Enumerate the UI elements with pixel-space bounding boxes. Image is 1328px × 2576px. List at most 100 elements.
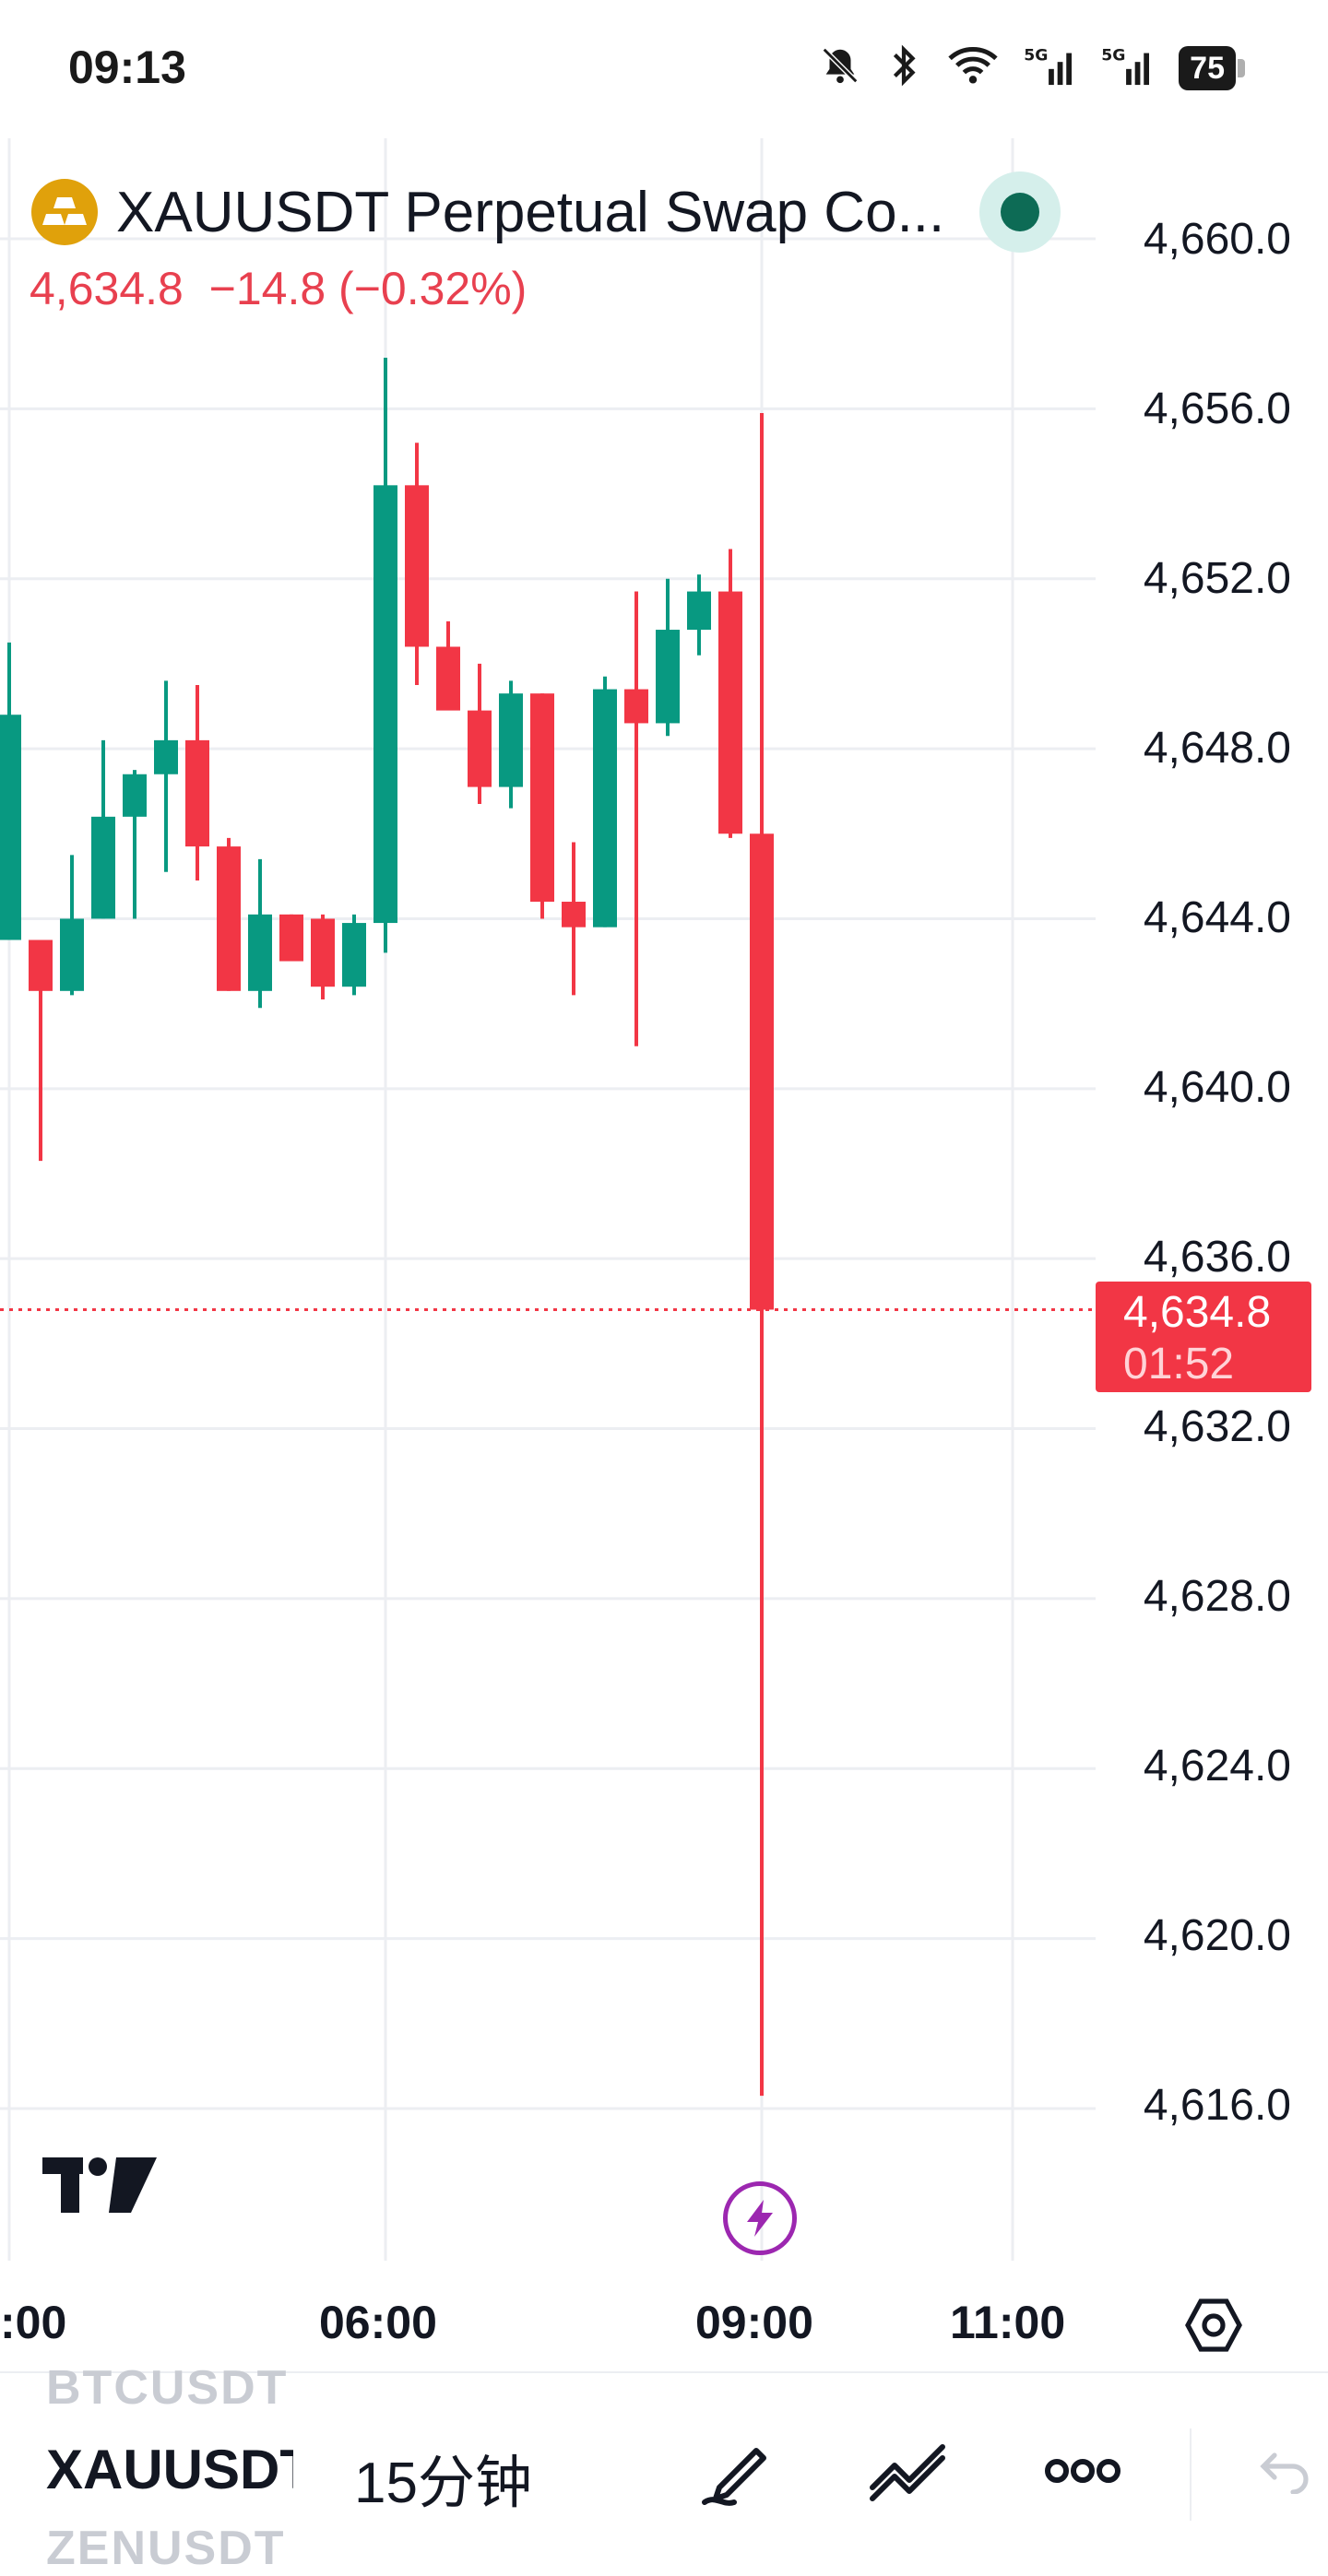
- candle: [624, 591, 648, 1046]
- bluetooth-icon: [885, 44, 922, 91]
- last-price: 4,634.8: [30, 263, 184, 314]
- candle-body: [123, 774, 147, 817]
- hexagon-gear-icon: [1185, 2298, 1242, 2352]
- price-change: −14.8: [208, 263, 326, 314]
- candle: [29, 939, 53, 1162]
- candle: [530, 693, 554, 919]
- symbol-title[interactable]: XAUUSDT Perpetual Swap Co...: [116, 180, 945, 244]
- price-axis-label: 4,652.0: [1143, 554, 1291, 603]
- candle-body: [624, 689, 648, 724]
- time-axis-label: 09:00: [695, 2297, 813, 2348]
- toolbar-separator: [1190, 2428, 1192, 2521]
- ghost-symbol-above[interactable]: BTCUSDT: [46, 2361, 289, 2415]
- candle-body: [217, 846, 241, 991]
- price-axis-label: 4,632.0: [1143, 1402, 1291, 1451]
- price-change-pct: (−0.32%): [338, 263, 528, 314]
- chart-area[interactable]: [0, 138, 1328, 2286]
- draw-button[interactable]: [692, 2427, 780, 2515]
- price-axis-label: 4,628.0: [1143, 1572, 1291, 1621]
- signal-5g-icon: 5G: [1101, 44, 1155, 91]
- candle: [687, 574, 711, 656]
- lightning-icon: [747, 2200, 773, 2237]
- candle: [311, 914, 335, 1000]
- interval-selector[interactable]: 15分钟: [354, 2452, 532, 2515]
- candle: [499, 680, 523, 809]
- candle-body: [374, 485, 397, 924]
- candle: [342, 914, 366, 996]
- chart-symbol-header[interactable]: XAUUSDT Perpetual Swap Co...: [31, 175, 944, 249]
- battery-icon: 75: [1179, 45, 1245, 90]
- candle: [279, 914, 303, 962]
- time-axis-label: :00: [0, 2297, 67, 2348]
- candle-body: [530, 693, 554, 903]
- time-axis-label: 06:00: [319, 2297, 437, 2348]
- candle-body: [750, 833, 774, 1310]
- candle: [123, 770, 147, 919]
- candle-body: [687, 591, 711, 631]
- price-axis-label: 4,648.0: [1143, 724, 1291, 773]
- price-axis-label: 4,644.0: [1143, 893, 1291, 942]
- candle: [91, 739, 115, 919]
- candle-countdown: 01:52: [1123, 1340, 1235, 1388]
- undo-icon: [1260, 2452, 1309, 2494]
- bottom-toolbar: BTCUSDT XAUUSDT ZENUSDT 15分钟: [0, 2361, 1328, 2575]
- candle-body: [0, 715, 21, 940]
- candle: [60, 855, 84, 996]
- candle-body: [499, 693, 523, 787]
- mute-bell-icon: [819, 44, 861, 91]
- candle: [656, 578, 680, 737]
- candle-body: [718, 591, 742, 834]
- price-axis-label: 4,620.0: [1143, 1911, 1291, 1960]
- svg-text:5G: 5G: [1101, 46, 1125, 65]
- signal-5g-icon: 5G: [1024, 44, 1077, 91]
- candle-body: [468, 710, 492, 787]
- candle: [0, 642, 21, 940]
- candle: [405, 443, 429, 685]
- more-icon: [1045, 2459, 1120, 2483]
- price-axis-label: 4,640.0: [1143, 1063, 1291, 1112]
- candle-body: [311, 918, 335, 987]
- svg-text:5G: 5G: [1024, 46, 1048, 65]
- candle-body: [29, 939, 53, 991]
- price-axis-label: 4,660.0: [1143, 215, 1291, 264]
- candle-body: [656, 630, 680, 724]
- candle: [154, 680, 178, 872]
- candle: [750, 412, 774, 2097]
- candle: [248, 858, 272, 1009]
- time-axis-label: 11:00: [950, 2297, 1066, 2348]
- candle: [718, 549, 742, 838]
- candle-body: [185, 739, 209, 847]
- tradingview-logo-icon[interactable]: [42, 2157, 157, 2221]
- candle: [185, 684, 209, 880]
- candle-body: [60, 918, 84, 991]
- price-axis-label: 4,624.0: [1143, 1742, 1291, 1790]
- candle-body: [562, 902, 586, 928]
- chart-settings-button[interactable]: [1180, 2292, 1247, 2358]
- toolbar-divider: [0, 2371, 1328, 2373]
- candle-body: [342, 923, 366, 987]
- ghost-symbol-below[interactable]: ZENUSDT: [46, 2522, 286, 2575]
- candle-body: [405, 485, 429, 647]
- current-price-tag: 4,634.8 01:52: [1096, 1282, 1311, 1392]
- candle: [374, 358, 397, 953]
- price-change-line: 4,634.8 −14.8 (−0.32%): [30, 262, 527, 315]
- undo-button[interactable]: [1239, 2427, 1328, 2515]
- drawing-tools-icon: [870, 2444, 945, 2501]
- candle: [436, 620, 460, 711]
- symbol-selector[interactable]: XAUUSDT: [46, 2439, 293, 2500]
- gold-bars-icon: [31, 179, 98, 245]
- battery-level: 75: [1179, 45, 1236, 90]
- quick-trade-button[interactable]: [723, 2181, 797, 2255]
- candlestick-chart[interactable]: [0, 138, 1328, 2286]
- live-dot-icon: [1001, 193, 1039, 231]
- candle: [217, 837, 241, 991]
- candle-body: [248, 914, 272, 991]
- current-price-value: 4,634.8: [1123, 1288, 1272, 1337]
- candle-body: [154, 739, 178, 774]
- status-bar: 09:13 5G 5G 75: [0, 0, 1328, 138]
- status-icons: 5G 5G 75: [819, 44, 1245, 91]
- candle-body: [436, 646, 460, 711]
- more-button[interactable]: [1038, 2427, 1127, 2515]
- drawing-tools-button[interactable]: [863, 2427, 952, 2515]
- live-indicator[interactable]: [979, 171, 1061, 253]
